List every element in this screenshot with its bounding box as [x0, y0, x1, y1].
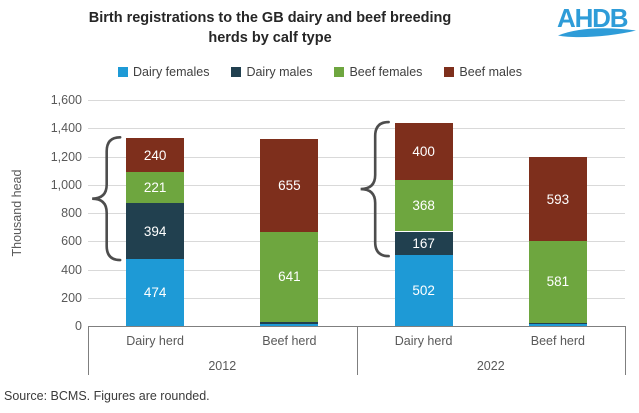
x-axis-separator [356, 326, 358, 375]
legend-swatch-icon [334, 67, 345, 77]
bar-segment-beef-males: 593 [528, 157, 587, 241]
y-tick-label: 800 [61, 206, 82, 220]
segment-value-label: 240 [143, 147, 167, 163]
ahdb-logo-text: AHDB [557, 3, 628, 33]
y-tick-label: 1,000 [50, 177, 82, 192]
y-tick-label: 400 [61, 262, 82, 277]
segment-value-label: 655 [278, 177, 301, 193]
gridline [88, 213, 625, 214]
bar-segment-beef-males: 655 [260, 139, 319, 232]
legend-label: Beef males [459, 65, 522, 79]
legend-item: Dairy males [231, 65, 312, 79]
bar-segment-dairy-males: 394 [126, 203, 185, 260]
x-axis-category-label: Beef herd [262, 334, 317, 348]
gridline [88, 184, 625, 186]
legend-label: Dairy females [133, 65, 210, 79]
legend-swatch-icon [118, 67, 129, 77]
gridline [88, 156, 625, 158]
bar-segment-dairy-males [528, 323, 587, 324]
bar-segment-beef-females: 368 [394, 179, 453, 232]
ahdb-logo-wave [558, 28, 636, 38]
x-axis-separator [88, 326, 89, 375]
gridline [88, 297, 625, 299]
bar-segment-dairy-males [260, 322, 319, 324]
legend-label: Dairy males [246, 65, 313, 79]
segment-value-label: 474 [143, 285, 167, 301]
legend-swatch-icon [444, 67, 455, 77]
gridline [88, 241, 625, 243]
legend-label: Beef females [349, 65, 423, 79]
legend-swatch-icon [231, 67, 242, 77]
bar-segment-beef-females: 581 [528, 240, 587, 324]
x-axis-separator [625, 326, 626, 375]
title-line-2: herds by calf type [208, 30, 332, 46]
segment-value-label: 368 [412, 198, 435, 213]
segment-value-label: 581 [546, 274, 570, 290]
y-tick-label: 1,400 [50, 121, 82, 136]
title-line-1: Birth registrations to the GB dairy and … [88, 10, 452, 26]
bar-segment-beef-females: 221 [126, 172, 185, 204]
x-axis-category-label: Dairy herd [394, 334, 453, 348]
segment-value-label: 502 [412, 283, 435, 299]
bar-segment-dairy-females [528, 323, 587, 326]
legend-item: Beef males [444, 65, 522, 79]
segment-value-label: 394 [143, 223, 167, 239]
segment-value-label: 167 [412, 235, 435, 251]
x-axis-year-label: 2022 [476, 359, 505, 373]
bar-segment-dairy-females: 502 [394, 255, 453, 326]
legend: Dairy females Dairy males Beef females Beef… [70, 64, 570, 80]
bar-segment-dairy-females: 474 [126, 259, 185, 326]
source-note: Source: BCMS. Figures are rounded. [4, 389, 210, 403]
x-axis-year-label: 2012 [208, 359, 237, 373]
x-axis-category-label: Beef herd [530, 334, 585, 348]
gridline [88, 269, 625, 271]
y-tick-label: 200 [61, 290, 82, 305]
y-tick-label: 0 [75, 319, 82, 333]
segment-value-label: 221 [143, 180, 167, 196]
bar-segment-beef-males: 400 [394, 123, 453, 180]
bar-segment-beef-females: 641 [260, 231, 319, 323]
gridline [88, 100, 625, 101]
ahdb-logo: AHDB [557, 3, 636, 38]
bar-segment-dairy-females [260, 323, 319, 326]
y-tick-label: 1,200 [50, 149, 82, 164]
y-tick-label: 1,600 [50, 93, 82, 107]
segment-value-label: 593 [546, 191, 570, 207]
bar-segment-beef-males: 240 [126, 138, 185, 173]
segment-value-label: 641 [278, 269, 301, 285]
chart-title: Birth registrations to the GB dairy and … [10, 8, 530, 48]
segment-value-label: 400 [412, 143, 435, 159]
x-axis-category-label: Dairy herd [126, 334, 184, 348]
y-tick-label: 600 [61, 234, 82, 249]
legend-item: Dairy females [118, 65, 209, 79]
bar-segment-dairy-males: 167 [394, 231, 453, 256]
legend-item: Beef females [334, 65, 422, 79]
gridline [88, 128, 625, 130]
